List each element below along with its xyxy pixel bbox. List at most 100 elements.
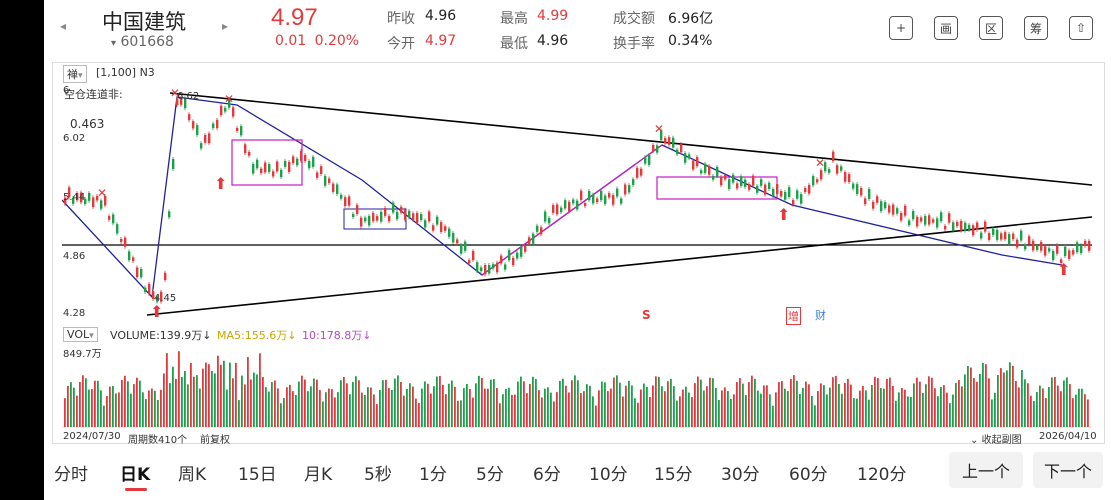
volume-bar bbox=[1000, 368, 1002, 427]
volume-bar bbox=[910, 396, 912, 427]
volume-bar bbox=[673, 386, 675, 427]
volume-bar bbox=[751, 375, 753, 427]
volume-bar bbox=[118, 392, 120, 427]
candle-body bbox=[340, 194, 343, 199]
tab-12[interactable]: 60分 bbox=[789, 465, 828, 485]
volume-bar bbox=[919, 381, 921, 427]
candle-body bbox=[596, 198, 599, 203]
tab-0[interactable]: 分时 bbox=[54, 465, 88, 485]
tab-9[interactable]: 10分 bbox=[589, 465, 628, 485]
volume-bar bbox=[160, 389, 162, 427]
candle-body bbox=[840, 166, 843, 171]
candle-body bbox=[112, 214, 115, 224]
kline-chart-panel[interactable] bbox=[52, 62, 1105, 444]
candle-body bbox=[200, 143, 203, 149]
prev-stock-arrow-icon[interactable]: ◂ bbox=[60, 19, 67, 33]
volume-bar bbox=[769, 394, 771, 427]
zhongshu-box-1 bbox=[231, 139, 303, 186]
candle-body bbox=[664, 138, 667, 144]
volume-bar bbox=[538, 390, 540, 427]
plus-icon[interactable]: + bbox=[889, 16, 913, 40]
chip-icon[interactable]: 筹 bbox=[1024, 16, 1048, 40]
zeng-marker[interactable]: 增 bbox=[786, 307, 801, 325]
tab-6[interactable]: 1分 bbox=[419, 465, 447, 485]
volume-bar bbox=[580, 393, 582, 427]
cai-marker[interactable]: 财 bbox=[815, 309, 826, 322]
volume-bar bbox=[712, 378, 714, 427]
indicator-select[interactable]: 禅▾ bbox=[63, 65, 87, 83]
volume-bar bbox=[232, 378, 234, 427]
volume-bar bbox=[811, 395, 813, 427]
candle-body bbox=[656, 145, 659, 153]
candle-body bbox=[848, 174, 851, 183]
candle-body bbox=[956, 221, 959, 227]
next-stock-arrow-icon[interactable]: ▸ bbox=[222, 19, 229, 33]
volume-indicator-select[interactable]: VOL▾ bbox=[63, 327, 98, 342]
tab-2[interactable]: 周K bbox=[178, 465, 207, 485]
volume-bar bbox=[961, 386, 963, 427]
tab-4[interactable]: 月K bbox=[304, 465, 333, 485]
candle-body bbox=[344, 197, 347, 206]
volume-bar bbox=[922, 392, 924, 427]
volume-bar bbox=[388, 388, 390, 427]
tab-5[interactable]: 5秒 bbox=[364, 465, 392, 485]
tab-3[interactable]: 15日 bbox=[238, 465, 277, 485]
volume-bar bbox=[364, 394, 366, 427]
tab-11[interactable]: 30分 bbox=[721, 465, 760, 485]
volume-bar bbox=[649, 397, 651, 427]
volume-bar bbox=[520, 376, 522, 427]
candle-body bbox=[464, 241, 467, 251]
candle-body bbox=[372, 212, 375, 222]
tab-13[interactable]: 120分 bbox=[857, 465, 907, 485]
volume-bar bbox=[349, 394, 351, 427]
candle-body bbox=[620, 198, 623, 204]
candle-body bbox=[384, 207, 387, 216]
tab-7[interactable]: 5分 bbox=[476, 465, 504, 485]
share-icon[interactable]: ⇧ bbox=[1069, 16, 1093, 40]
volume-bar bbox=[1072, 398, 1074, 427]
volume-bar bbox=[655, 376, 657, 427]
stock-code: 601668 bbox=[120, 34, 174, 50]
candle-body bbox=[852, 183, 855, 189]
volume-bar bbox=[862, 385, 864, 427]
volume-bar bbox=[304, 379, 306, 427]
volume-bar bbox=[856, 398, 858, 427]
volume-bar bbox=[157, 399, 159, 427]
candle-body bbox=[208, 133, 211, 144]
volume-bar bbox=[601, 381, 603, 427]
candle-body bbox=[172, 159, 175, 169]
volume-bar bbox=[625, 385, 627, 427]
candle-body bbox=[492, 264, 495, 269]
prev-stock-button[interactable]: 上一个 bbox=[949, 452, 1023, 488]
volume-bar bbox=[424, 381, 426, 427]
volume-bar bbox=[676, 400, 678, 427]
candle-body bbox=[404, 209, 407, 220]
draw-icon[interactable]: 画 bbox=[934, 16, 958, 40]
candle-body bbox=[264, 162, 267, 173]
volume-bar bbox=[256, 374, 258, 427]
tab-8[interactable]: 6分 bbox=[533, 465, 561, 485]
stat-label: 昨收 bbox=[387, 11, 415, 27]
candle-body bbox=[500, 255, 503, 264]
candle-body bbox=[356, 204, 359, 215]
tab-1[interactable]: 日K bbox=[120, 465, 151, 485]
tab-10[interactable]: 15分 bbox=[654, 465, 693, 485]
adjust-mode[interactable]: 前复权 bbox=[200, 435, 230, 446]
range-icon[interactable]: 区 bbox=[979, 16, 1003, 40]
stock-code-row[interactable]: ▾ 601668 bbox=[111, 34, 174, 50]
next-stock-button[interactable]: 下一个 bbox=[1033, 452, 1103, 488]
candle-body bbox=[92, 197, 95, 208]
volume-bar bbox=[142, 392, 144, 427]
indicator-select-label: 禅 bbox=[67, 68, 78, 81]
candle-body bbox=[392, 202, 395, 213]
collapse-subchart-button[interactable]: ⌄ 收起副图 bbox=[970, 431, 1022, 446]
candle-body bbox=[696, 156, 699, 167]
candle-body bbox=[672, 137, 675, 148]
candle-body bbox=[736, 183, 739, 189]
volume-bar bbox=[457, 400, 459, 427]
volume-bar bbox=[970, 367, 972, 427]
volume-bar bbox=[703, 390, 705, 427]
candle-body bbox=[260, 168, 263, 174]
volume-bar bbox=[76, 395, 78, 427]
volume-bar bbox=[604, 382, 606, 427]
